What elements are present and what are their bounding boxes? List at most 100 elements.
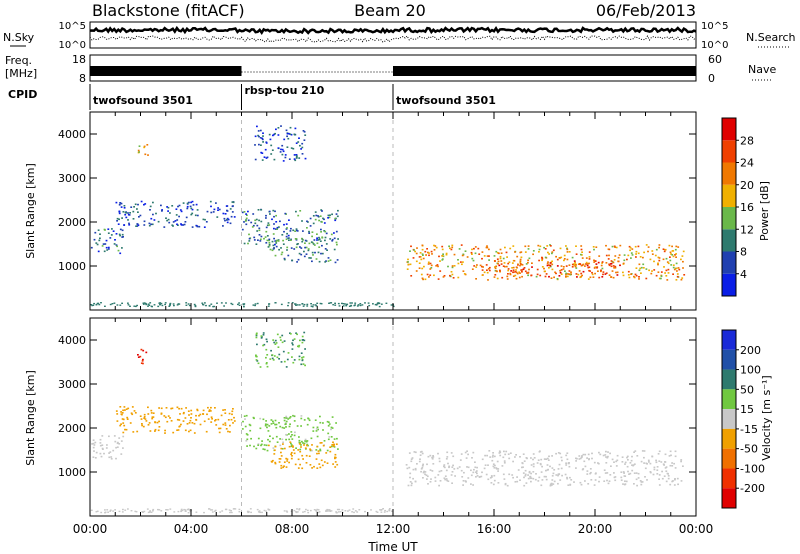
range-cell <box>260 220 263 223</box>
range-cell <box>463 471 465 474</box>
range-cell <box>429 469 432 471</box>
range-cell <box>411 482 413 485</box>
range-cell <box>639 267 642 270</box>
range-cell <box>503 450 505 453</box>
range-cell <box>458 248 461 250</box>
range-cell <box>662 463 665 465</box>
range-cell <box>120 413 123 415</box>
range-cell <box>92 456 95 458</box>
range-cell <box>593 248 595 251</box>
range-cell <box>118 437 121 439</box>
range-cell <box>120 411 122 413</box>
range-cell <box>548 253 550 255</box>
range-cell <box>492 463 495 465</box>
range-cell <box>347 510 349 512</box>
range-cell <box>527 261 529 264</box>
range-cell <box>497 468 500 470</box>
range-cell <box>560 256 563 259</box>
range-cell <box>528 470 531 473</box>
range-cell <box>296 229 298 232</box>
range-cell <box>268 244 271 247</box>
range-cell <box>272 422 275 424</box>
range-cell <box>279 438 281 440</box>
range-cell <box>505 450 508 453</box>
range-cell <box>307 248 310 250</box>
range-cell <box>566 452 569 454</box>
range-cell <box>195 418 197 421</box>
range-cell <box>549 262 552 264</box>
range-cell <box>439 480 442 482</box>
range-cell <box>303 131 306 133</box>
range-cell <box>623 472 625 474</box>
range-cell <box>209 509 212 511</box>
range-cell <box>258 227 261 230</box>
range-cell <box>651 455 654 458</box>
range-cell <box>275 240 278 243</box>
range-cell <box>225 428 228 430</box>
range-cell <box>327 432 330 435</box>
range-cell <box>519 263 522 265</box>
velocity-colorbar-step <box>722 428 736 449</box>
range-cell <box>638 263 641 266</box>
range-cell <box>317 450 320 452</box>
range-cell <box>667 475 670 477</box>
range-cell <box>531 266 533 268</box>
range-cell <box>598 255 601 257</box>
range-cell <box>287 302 290 304</box>
range-cell <box>341 302 343 305</box>
range-cell <box>268 425 271 427</box>
range-cell <box>559 257 561 259</box>
range-cell <box>300 415 303 417</box>
range-cell <box>563 258 566 260</box>
range-cell <box>452 277 455 279</box>
range-cell <box>99 438 102 441</box>
range-cell <box>505 265 508 268</box>
range-cell <box>525 263 528 265</box>
range-cell <box>143 302 146 304</box>
range-cell <box>224 412 227 414</box>
range-cell <box>540 458 543 461</box>
range-cell <box>285 235 288 238</box>
range-cell <box>271 354 274 356</box>
range-cell <box>451 482 453 484</box>
range-cell <box>500 260 503 262</box>
range-cell <box>435 246 438 249</box>
range-cell <box>305 253 308 255</box>
range-cell <box>641 450 644 452</box>
x-tick-label: 00:00 <box>73 522 108 536</box>
range-cell <box>246 510 249 513</box>
range-cell <box>329 259 332 261</box>
range-cell <box>514 271 517 273</box>
velocity-colorbar-step <box>722 448 736 469</box>
range-cell <box>308 455 311 457</box>
range-cell <box>473 247 475 250</box>
range-cell <box>293 434 296 437</box>
range-cell <box>658 246 660 249</box>
range-cell <box>563 254 566 257</box>
range-cell <box>530 464 533 466</box>
freq-tick-top: 18 <box>72 53 86 66</box>
range-cell <box>424 250 427 253</box>
range-cell <box>490 476 493 478</box>
range-cell <box>460 453 463 455</box>
range-cell <box>218 431 221 434</box>
range-cell <box>90 246 93 249</box>
range-cell <box>431 253 433 255</box>
range-cell <box>91 443 93 445</box>
range-cell <box>548 264 550 266</box>
range-cell <box>658 259 661 262</box>
range-cell <box>623 483 626 486</box>
range-cell <box>140 418 143 420</box>
range-cell <box>92 446 95 449</box>
range-cell <box>112 449 115 452</box>
range-cell <box>296 333 298 336</box>
range-cell <box>421 248 424 251</box>
range-cell <box>310 437 313 440</box>
range-cell <box>504 453 507 456</box>
range-cell <box>570 271 572 273</box>
range-cell <box>429 262 432 265</box>
range-cell <box>574 261 576 264</box>
range-cell <box>481 458 484 461</box>
range-cell <box>223 305 225 307</box>
range-cell <box>277 147 280 149</box>
